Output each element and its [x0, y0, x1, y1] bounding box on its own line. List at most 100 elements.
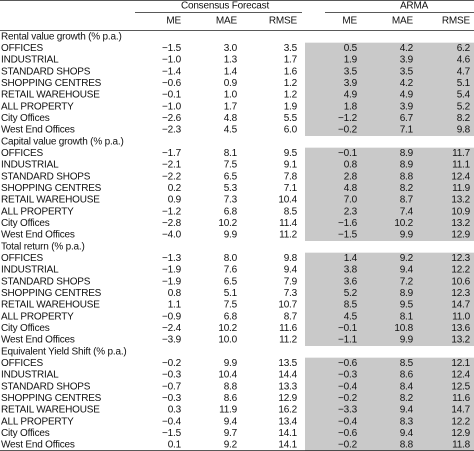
cell: 8.2: [457, 113, 471, 124]
row-label: SHOPPING CENTRES: [1, 393, 102, 404]
cell: 12.9: [278, 393, 297, 404]
cell: 9.9: [224, 358, 238, 369]
cell: 12.5: [451, 381, 470, 392]
cell: −0.1: [338, 148, 358, 159]
row-label: West End Offices: [1, 440, 75, 451]
cell: 10.2: [218, 323, 237, 334]
row-label: City Offices: [1, 113, 50, 124]
cell: −0.9: [162, 311, 182, 322]
cell: 3.9: [344, 78, 358, 89]
cell: 10.4: [218, 370, 237, 381]
cell: 2.3: [344, 206, 358, 217]
cell: 3.8: [344, 265, 358, 276]
cell: 13.3: [278, 381, 297, 392]
cell: 1.3: [224, 55, 238, 66]
cell: 10.2: [394, 218, 413, 229]
cell: 9.4: [400, 428, 414, 439]
cell: 8.6: [224, 393, 238, 404]
cell: −2.8: [162, 218, 182, 229]
cell: 9.1: [284, 160, 298, 171]
cell: −2.4: [162, 323, 182, 334]
cell: −1.2: [338, 113, 358, 124]
cell: 9.2: [400, 253, 414, 264]
group-header: ARMA: [400, 1, 429, 12]
cell: 5.5: [284, 113, 298, 124]
cell: 14.4: [278, 370, 297, 381]
cell: 1.7: [224, 101, 238, 112]
cell: 1.1: [168, 300, 182, 311]
cell: 9.4: [224, 416, 238, 427]
row-label: West End Offices: [1, 230, 75, 241]
cell: 3.9: [400, 101, 414, 112]
cell: 13.2: [451, 218, 470, 229]
cell: 14.1: [278, 440, 297, 451]
cell: 12.9: [451, 428, 470, 439]
cell: −1.4: [162, 66, 182, 77]
cell: 10.9: [451, 206, 470, 217]
group-header: Consensus Forecast: [181, 1, 270, 12]
row-label: STANDARD SHOPS: [1, 171, 91, 182]
cell: 0.1: [168, 440, 182, 451]
row-label: STANDARD SHOPS: [1, 66, 91, 77]
cell: 16.2: [278, 405, 297, 416]
cell: −0.3: [338, 370, 358, 381]
row-label: West End Offices: [1, 335, 75, 346]
cell: 11.0: [452, 311, 471, 322]
cell: 14.7: [451, 300, 470, 311]
row-label: OFFICES: [1, 148, 43, 159]
column-header: ME: [342, 16, 357, 27]
cell: 7.5: [224, 160, 238, 171]
cell: 0.3: [168, 405, 182, 416]
cell: 8.9: [400, 160, 414, 171]
cell: 3.9: [400, 55, 414, 66]
cell: −0.6: [338, 428, 358, 439]
column-header: RMSE: [442, 16, 471, 27]
cell: 6.0: [284, 125, 298, 136]
cell: 11.9: [219, 405, 238, 416]
section-title: Capital value growth (% p.a.): [1, 136, 124, 147]
cell: 11.8: [452, 440, 471, 451]
cell: 7.3: [224, 195, 238, 206]
row-label: INDUSTRIAL: [1, 370, 59, 381]
cell: −0.2: [338, 393, 358, 404]
cell: 7.9: [284, 276, 298, 287]
cell: 3.5: [400, 66, 414, 77]
cell: 5.3: [224, 183, 238, 194]
cell: −1.5: [162, 43, 182, 54]
cell: 10.2: [218, 218, 237, 229]
cell: 9.2: [224, 440, 238, 451]
cell: 5.4: [457, 90, 471, 101]
cell: 0.9: [168, 195, 182, 206]
cell: 13.4: [278, 416, 297, 427]
row-label: City Offices: [1, 323, 50, 334]
row-label: OFFICES: [1, 358, 43, 369]
cell: 9.4: [400, 405, 414, 416]
cell: 9.7: [224, 428, 238, 439]
cell: −4.0: [162, 230, 182, 241]
column-header: MAE: [392, 16, 414, 27]
cell: 6.8: [224, 311, 238, 322]
cell: −1.2: [162, 206, 182, 217]
cell: 9.5: [400, 300, 414, 311]
cell: 14.1: [278, 428, 297, 439]
cell: 14.7: [451, 405, 470, 416]
row-label: OFFICES: [1, 253, 43, 264]
cell: 12.9: [451, 230, 470, 241]
cell: −0.7: [162, 381, 182, 392]
cell: 9.8: [284, 253, 298, 264]
cell: 12.3: [451, 253, 470, 264]
cell: 1.2: [284, 90, 298, 101]
cell: 13.6: [451, 323, 470, 334]
cell: −1.6: [338, 218, 358, 229]
cell: 6.8: [224, 206, 238, 217]
cell: 9.4: [400, 265, 414, 276]
cell: −0.3: [162, 370, 182, 381]
cell: 8.1: [400, 311, 414, 322]
row-label: City Offices: [1, 218, 50, 229]
cell: 12.1: [451, 358, 470, 369]
cell: −1.1: [338, 335, 358, 346]
cell: −3.9: [162, 335, 182, 346]
cell: 4.9: [400, 90, 414, 101]
cell: 9.9: [400, 230, 414, 241]
